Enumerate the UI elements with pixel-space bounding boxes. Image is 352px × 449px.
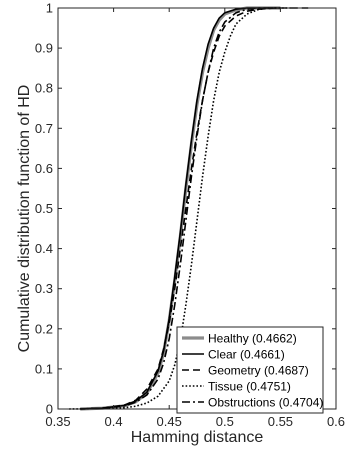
x-axis-ticks: 0.35 0.4 0.45 0.5 0.55 0.6 [45,8,345,429]
x-tick-label: 0.45 [157,414,182,429]
y-tick-label: 0.7 [35,121,53,136]
y-axis-label: Cumulative distribution function of HD [16,85,33,353]
x-axis-label: Hamming distance [131,429,264,446]
legend-label: Healthy (0.4662) [208,332,297,346]
y-tick-label: 0.8 [35,81,53,96]
y-tick-label: 0.1 [35,361,53,376]
series-line-4 [69,7,292,410]
legend-box [176,326,324,414]
x-tick-label: 0.4 [105,414,123,429]
y-tick-label: 0.6 [35,161,53,176]
legend-label: Obstructions (0.4704) [208,396,323,410]
series-line-5 [80,7,281,410]
legend-label: Clear (0.4661) [208,348,285,362]
y-axis-ticks: 0 0.1 0.2 0.3 0.4 0.5 0.6 0.7 0.8 0.9 1 [35,1,336,417]
y-tick-label: 0.3 [35,281,53,296]
legend-label: Geometry (0.4687) [208,364,309,378]
series-line-2 [80,7,281,410]
y-tick-label: 0.5 [35,201,53,216]
x-tick-label: 0.55 [268,414,293,429]
y-tick-label: 0.2 [35,321,53,336]
x-tick-label: 0.5 [216,414,234,429]
y-tick-label: 0.4 [35,241,53,256]
x-tick-label: 0.35 [45,414,70,429]
y-tick-label: 0 [46,402,53,417]
y-tick-label: 0.9 [35,41,53,56]
legend: Healthy (0.4662) Clear (0.4661) Geometry (… [176,326,324,414]
series-line-3 [80,7,309,410]
legend-label: Tissue (0.4751) [208,380,291,394]
series-lines [69,6,309,411]
y-tick-label: 1 [46,1,53,16]
x-tick-label: 0.6 [327,414,345,429]
